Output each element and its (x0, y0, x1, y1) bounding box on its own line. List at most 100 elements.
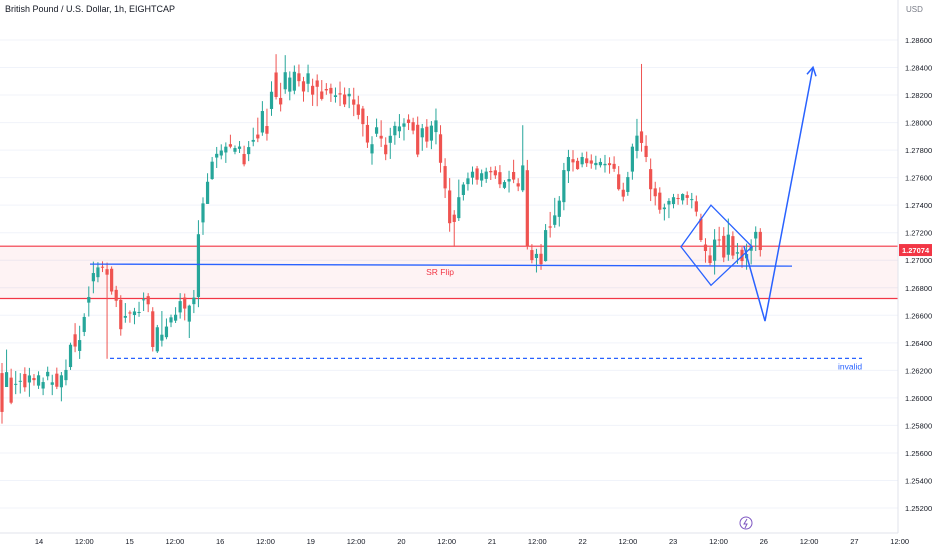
current-price-badge (899, 244, 932, 257)
candle-body (534, 253, 539, 259)
candle-body (598, 161, 603, 166)
candle-body (164, 326, 169, 338)
candle-body (722, 235, 726, 258)
candle-body (539, 253, 543, 265)
candle-body (306, 73, 310, 84)
time-tick-label: 20 (397, 537, 405, 546)
time-tick-label: 16 (216, 537, 224, 546)
candle-body (512, 172, 516, 180)
candle-body (388, 135, 392, 143)
candle-body (384, 144, 388, 155)
candle-body (612, 163, 616, 169)
candle-body (457, 197, 461, 219)
candle-body (9, 377, 13, 403)
candle-body (694, 201, 698, 212)
candle-body (438, 134, 443, 163)
candle-body (187, 305, 191, 322)
price-tick-label: 1.27800 (905, 146, 932, 155)
candle-body (311, 85, 315, 95)
time-tick-label: 12:00 (528, 537, 547, 546)
sr-flip-label: SR Flip (426, 267, 454, 277)
candle-body (297, 73, 301, 82)
candle-body (617, 174, 621, 190)
candle-body (256, 134, 260, 139)
candle-body (429, 125, 433, 141)
candle-body (279, 97, 283, 105)
invalid-label: invalid (838, 361, 862, 371)
time-tick-label: 12:00 (166, 537, 185, 546)
candle-body (352, 99, 356, 105)
candle-body (571, 159, 575, 163)
candle-body (224, 146, 228, 153)
candle-body (123, 315, 127, 318)
candle-body (315, 80, 319, 87)
time-tick-label: 15 (125, 537, 133, 546)
time-tick-label: 12:00 (437, 537, 456, 546)
candle-body (708, 255, 712, 263)
candle-body (68, 344, 73, 368)
time-tick-label: 12:00 (347, 537, 366, 546)
candle-body (589, 160, 593, 164)
candle-body (594, 162, 598, 166)
price-tick-label: 1.27400 (905, 201, 932, 210)
candle-body (480, 173, 484, 181)
price-axis: 1.28600 1.28400 1.28200 1.28000 1.27800 1.276… (897, 0, 932, 533)
candle-body (59, 375, 63, 388)
candle-body (416, 124, 420, 155)
candle-body (114, 289, 118, 301)
time-tick-label: 23 (669, 537, 677, 546)
candle-body (562, 170, 566, 203)
candle-body (151, 311, 155, 347)
candle-body (735, 252, 740, 254)
diamond-pattern (680, 204, 753, 287)
candle-body (215, 153, 219, 158)
candle-body (758, 231, 762, 251)
candle-body (110, 268, 114, 292)
candle-body (639, 131, 644, 143)
candle-body (324, 89, 328, 91)
candle-body (548, 226, 552, 228)
candle-body (251, 139, 255, 142)
candle-body (32, 378, 36, 381)
candle-body (192, 297, 196, 305)
candle-body (23, 373, 27, 388)
candle-body (283, 72, 287, 90)
lightning-icon (739, 516, 753, 530)
candle-body (425, 126, 429, 142)
currency-label: USD (906, 5, 923, 14)
chart-title: British Pound / U.S. Dollar, 1h, EIGHTCA… (5, 4, 176, 14)
drawings: SR Flip invalid (89, 65, 862, 530)
candle-body (635, 135, 639, 151)
candle-body (201, 203, 205, 223)
candle-body (585, 158, 589, 164)
lightning-bolt-icon (743, 518, 748, 529)
candle-body (393, 125, 397, 136)
candle-body (626, 177, 630, 192)
candle-body (662, 207, 666, 210)
candle-body (498, 172, 502, 185)
candle-body (553, 215, 557, 225)
candle-body (726, 234, 730, 255)
candle-body (27, 375, 32, 383)
candle-body (653, 188, 657, 197)
candle-body (607, 163, 612, 166)
candle-body (484, 171, 488, 179)
candle-body (365, 124, 370, 143)
time-tick-label: 19 (307, 537, 315, 546)
time-tick-label: 12:00 (256, 537, 275, 546)
time-tick-label: 12:00 (890, 537, 909, 546)
candle-body (73, 334, 77, 347)
candle-body (754, 231, 758, 239)
candle-body (247, 147, 251, 155)
candle-body (566, 157, 571, 172)
candle-body (142, 299, 146, 301)
price-tick-label: 1.25600 (905, 449, 932, 458)
price-tick-label: 1.27200 (905, 229, 932, 238)
time-tick-label: 12:00 (709, 537, 728, 546)
projection-path (743, 67, 814, 322)
price-tick-label: 1.27600 (905, 174, 932, 183)
candle-body (338, 93, 342, 95)
price-tick-label: 1.27000 (905, 256, 932, 265)
price-tick-label: 1.25800 (905, 421, 932, 430)
